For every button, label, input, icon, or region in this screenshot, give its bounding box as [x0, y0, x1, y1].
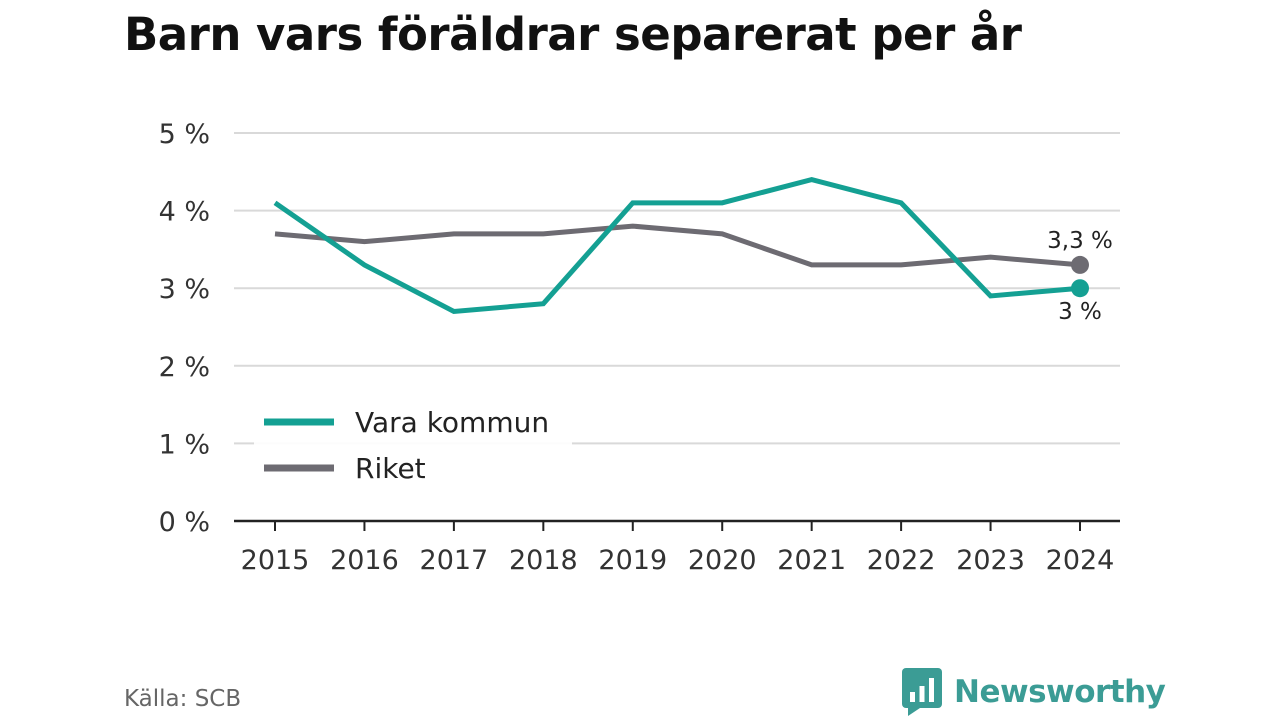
x-tick-label: 2021 [777, 545, 846, 576]
legend-label: Riket [355, 452, 426, 485]
bar-chart-speech-bubble-icon [902, 668, 942, 716]
y-tick-label: 5 % [159, 119, 210, 150]
source-note: Källa: SCB [124, 686, 242, 712]
series-end-point [1071, 279, 1089, 298]
brand-logo: Newsworthy [902, 668, 1166, 716]
grid-lines [234, 132, 1120, 445]
x-tick-label: 2016 [330, 545, 399, 576]
y-tick-label: 3 % [159, 274, 210, 305]
x-tick-label: 2024 [1046, 545, 1115, 576]
end-label-vara: 3 % [1058, 299, 1102, 325]
x-tick-label: 2020 [688, 545, 757, 576]
chart-title: Barn vars föräldrar separerat per år [124, 8, 1022, 61]
series-line-0 [273, 176, 1081, 315]
x-tick-label: 2015 [241, 545, 310, 576]
y-tick-label: 2 % [159, 352, 210, 383]
series-line-1 [274, 223, 1081, 268]
x-tick-label: 2018 [509, 545, 578, 576]
y-tick-label: 0 % [159, 507, 210, 538]
end-labels: 3 % 3,3 % [1047, 228, 1113, 325]
legend-background [254, 398, 572, 490]
x-tick-label: 2023 [956, 545, 1025, 576]
y-tick-label: 4 % [159, 197, 210, 228]
brand-name: Newsworthy [954, 674, 1166, 710]
legend-label: Vara kommun [355, 406, 549, 439]
series-lines [273, 176, 1089, 315]
y-tick-label: 1 % [159, 429, 210, 460]
end-label-riket: 3,3 % [1047, 228, 1113, 254]
x-tick-label: 2017 [420, 545, 489, 576]
axes: 0 % 1 % 2 % 3 % 4 % 5 % 2015 2016 2017 2018 2019 20… [159, 119, 1120, 576]
legend: Vara kommun Riket [254, 398, 572, 490]
x-tick-label: 2019 [598, 545, 667, 576]
series-end-point [1071, 255, 1089, 274]
x-tick-label: 2022 [867, 545, 936, 576]
